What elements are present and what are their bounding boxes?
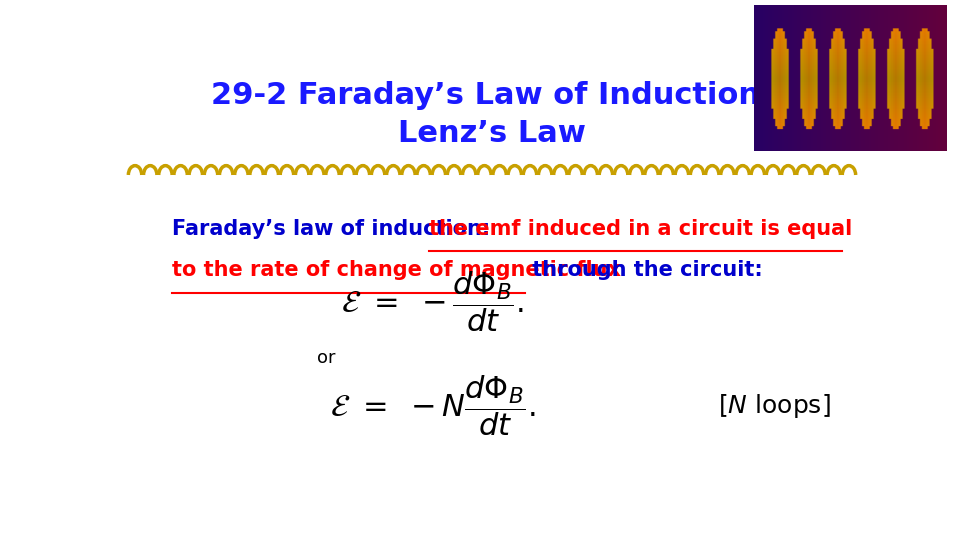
Text: $\mathcal{E}\ =\ -N\dfrac{d\Phi_B}{dt}.$: $\mathcal{E}\ =\ -N\dfrac{d\Phi_B}{dt}.$ xyxy=(329,374,536,438)
Text: through the circuit:: through the circuit: xyxy=(525,260,762,280)
Text: Faraday’s law of induction:: Faraday’s law of induction: xyxy=(172,219,497,239)
Text: Lenz’s Law: Lenz’s Law xyxy=(398,119,586,148)
Text: $\mathcal{E}\ =\ -\dfrac{d\Phi_B}{dt}.$: $\mathcal{E}\ =\ -\dfrac{d\Phi_B}{dt}.$ xyxy=(341,269,524,334)
Text: 29-2 Faraday’s Law of Induction;: 29-2 Faraday’s Law of Induction; xyxy=(211,82,773,111)
Text: $[N\ \mathrm{loops}]$: $[N\ \mathrm{loops}]$ xyxy=(718,392,831,420)
Text: to the rate of change of magnetic flux: to the rate of change of magnetic flux xyxy=(172,260,621,280)
Text: the emf induced in a circuit is equal: the emf induced in a circuit is equal xyxy=(429,219,852,239)
Text: or: or xyxy=(317,349,336,367)
